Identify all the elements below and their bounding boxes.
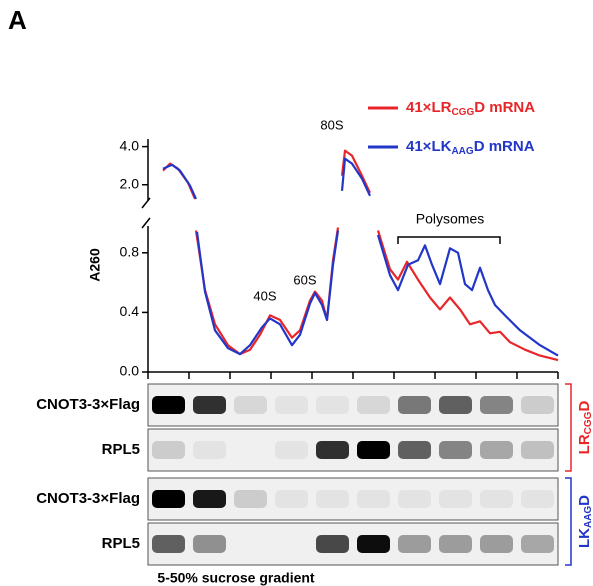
- blot-row-label: CNOT3-3×Flag: [36, 396, 140, 413]
- blot-band: [357, 441, 390, 459]
- axis-break: [141, 217, 151, 229]
- blot-band: [234, 535, 267, 553]
- legend-label: 41×LRCGGD mRNA: [406, 99, 535, 118]
- series-line: [162, 163, 198, 200]
- series-line: [340, 157, 371, 197]
- blot-band: [480, 535, 513, 553]
- blot-band: [316, 441, 349, 459]
- blot-band: [398, 490, 431, 508]
- blot-band: [521, 441, 554, 459]
- blot-band: [357, 396, 390, 414]
- blot-band: [398, 535, 431, 553]
- group-label: LKAAGD: [576, 495, 593, 548]
- blot-band: [234, 441, 267, 459]
- blot-panel: [147, 428, 559, 472]
- panel-label: A: [8, 5, 27, 35]
- blot-row-label: RPL5: [102, 535, 140, 552]
- group-label-text: AAG: [583, 506, 593, 528]
- blot-band: [316, 535, 349, 553]
- legend-text: CGG: [451, 107, 474, 118]
- axis-break: [141, 197, 151, 209]
- blot-band: [357, 490, 390, 508]
- legend-text: D mRNA: [474, 99, 535, 116]
- blot-band: [234, 490, 267, 508]
- blot-band: [521, 396, 554, 414]
- blot-band: [316, 490, 349, 508]
- blot-band: [398, 396, 431, 414]
- blot-band: [152, 396, 185, 414]
- blot-band: [193, 490, 226, 508]
- group-label-text: D: [576, 401, 593, 412]
- blot-band: [521, 535, 554, 553]
- blot-band: [234, 396, 267, 414]
- blot-band: [152, 441, 185, 459]
- blot-row-label: RPL5: [102, 441, 140, 458]
- group-label-text: LK: [576, 528, 593, 548]
- group-label-text: LR: [576, 434, 593, 454]
- y-tick-label: 2.0: [120, 175, 140, 191]
- blot-band: [439, 490, 472, 508]
- blot-panel: [147, 477, 559, 521]
- legend-text: D mRNA: [474, 138, 535, 155]
- annotation: Polysomes: [416, 211, 484, 227]
- x-axis-label: 5-50% sucrose gradient: [157, 570, 315, 586]
- blot-band: [439, 441, 472, 459]
- legend-text: 41×LR: [406, 99, 452, 116]
- group-label-text: D: [576, 495, 593, 506]
- group-label-text: CGG: [583, 411, 593, 434]
- y-tick-label: 4.0: [120, 137, 140, 153]
- annotation: 40S: [253, 288, 276, 303]
- legend-label: 41×LKAAGD mRNA: [406, 138, 535, 157]
- y-tick-label: 0.0: [120, 363, 140, 379]
- blot-band: [193, 396, 226, 414]
- annotation: 60S: [293, 272, 316, 287]
- legend-text: AAG: [451, 146, 473, 157]
- series-line: [195, 230, 340, 356]
- blot-band: [439, 535, 472, 553]
- blot-band: [480, 490, 513, 508]
- blot-band: [275, 535, 308, 553]
- legend-text: 41×LK: [406, 138, 452, 155]
- blot-band: [193, 441, 226, 459]
- blot-band: [316, 396, 349, 414]
- y-tick-label: 0.4: [120, 303, 140, 319]
- blot-band: [521, 490, 554, 508]
- group-label: LRCGGD: [576, 401, 593, 455]
- group-bracket: [565, 477, 572, 566]
- blot-band: [152, 490, 185, 508]
- annotation: 80S: [320, 117, 343, 132]
- series-line: [376, 230, 559, 362]
- group-bracket: [565, 383, 572, 472]
- blot-band: [439, 396, 472, 414]
- blot-band: [480, 396, 513, 414]
- blot-panel: [147, 522, 559, 566]
- y-tick-label: 0.8: [120, 244, 140, 260]
- blot-band: [480, 441, 513, 459]
- blot-band: [275, 396, 308, 414]
- blot-band: [357, 535, 390, 553]
- blot-band: [275, 490, 308, 508]
- blot-band: [398, 441, 431, 459]
- blot-band: [193, 535, 226, 553]
- blot-band: [152, 535, 185, 553]
- blot-row-label: CNOT3-3×Flag: [36, 490, 140, 507]
- blot-band: [275, 441, 308, 459]
- series-line: [376, 234, 559, 357]
- y-axis-label: A260: [87, 248, 103, 282]
- polysome-bracket: [397, 236, 501, 244]
